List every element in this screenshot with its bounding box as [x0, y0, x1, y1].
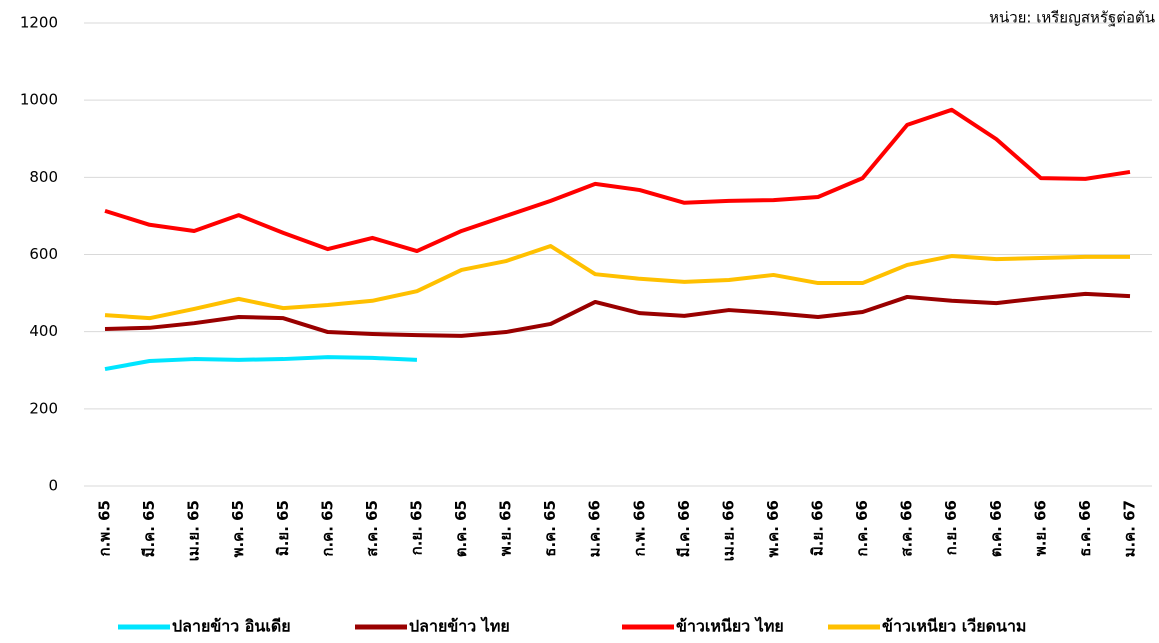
y-tick-label: 200	[29, 399, 58, 417]
x-tick-label: เม.ย. 66	[719, 500, 737, 561]
x-tick-label: ก.ย. 66	[942, 500, 960, 555]
legend-label: ปลายข้าว อินเดีย	[172, 617, 291, 636]
x-tick-label: มิ.ย. 66	[809, 500, 827, 556]
legend-label: ปลายข้าว ไทย	[409, 617, 510, 636]
x-tick-label: ก.ค. 65	[318, 500, 336, 557]
y-tick-label: 400	[29, 322, 58, 340]
y-tick-label: 600	[29, 245, 58, 263]
x-tick-label: ส.ค. 66	[898, 500, 916, 557]
line-series	[104, 355, 418, 372]
x-tick-label: มี.ค. 65	[140, 500, 158, 557]
x-tick-label: ก.ย. 65	[407, 500, 425, 555]
x-tick-label: พ.ย. 66	[1031, 500, 1049, 556]
y-tick-label: 1000	[20, 91, 58, 109]
y-tick-label: 1200	[20, 14, 58, 32]
x-tick-label: ส.ค. 65	[363, 500, 381, 557]
x-tick-label: ก.พ. 65	[96, 500, 114, 556]
y-tick-label: 800	[29, 168, 58, 186]
line-series	[104, 291, 1131, 338]
line-series	[104, 107, 1131, 254]
legend-label: ข้าวเหนียว ไทย	[676, 617, 784, 636]
x-tick-label: พ.ย. 65	[497, 500, 515, 556]
unit-label: หน่วย: เหรียญสหรัฐต่อตัน	[989, 9, 1155, 27]
x-tick-label: ต.ค. 66	[987, 500, 1005, 557]
x-tick-label: ธ.ค. 66	[1076, 500, 1094, 557]
x-tick-label: ก.ค. 66	[853, 500, 871, 557]
x-tick-label: พ.ค. 66	[764, 500, 782, 557]
legend-label: ข้าวเหนียว เวียดนาม	[882, 617, 1026, 636]
x-tick-label: เม.ย. 65	[185, 500, 203, 561]
line-series	[104, 244, 1130, 321]
x-tick-label: ต.ค. 65	[452, 500, 470, 557]
x-tick-label: มี.ค. 66	[675, 500, 693, 557]
x-tick-label: ก.พ. 66	[630, 500, 648, 556]
x-tick-label: ม.ค. 67	[1121, 500, 1139, 557]
y-tick-label: 0	[48, 477, 58, 495]
x-tick-label: ธ.ค. 65	[541, 500, 559, 557]
x-tick-label: มิ.ย. 65	[274, 500, 292, 556]
x-tick-label: ม.ค. 66	[586, 500, 604, 557]
x-tick-label: พ.ค. 65	[229, 500, 247, 557]
